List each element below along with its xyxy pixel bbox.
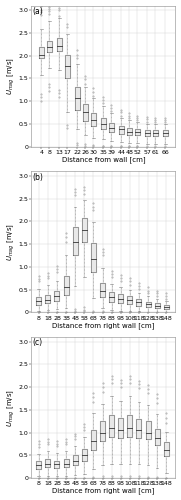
X-axis label: Distance from right wall [cm]: Distance from right wall [cm] xyxy=(52,488,155,494)
Text: (b): (b) xyxy=(33,172,44,182)
Y-axis label: $U_{mag}$ [m/s]: $U_{mag}$ [m/s] xyxy=(6,57,17,95)
Text: (a): (a) xyxy=(33,7,44,16)
Y-axis label: $U_{mag}$ [m/s]: $U_{mag}$ [m/s] xyxy=(6,388,17,426)
Text: (c): (c) xyxy=(33,338,43,347)
X-axis label: Distance from right wall [cm]: Distance from right wall [cm] xyxy=(52,322,155,328)
Y-axis label: $U_{mag}$ [m/s]: $U_{mag}$ [m/s] xyxy=(6,223,17,261)
X-axis label: Distance from wall [cm]: Distance from wall [cm] xyxy=(62,156,145,163)
